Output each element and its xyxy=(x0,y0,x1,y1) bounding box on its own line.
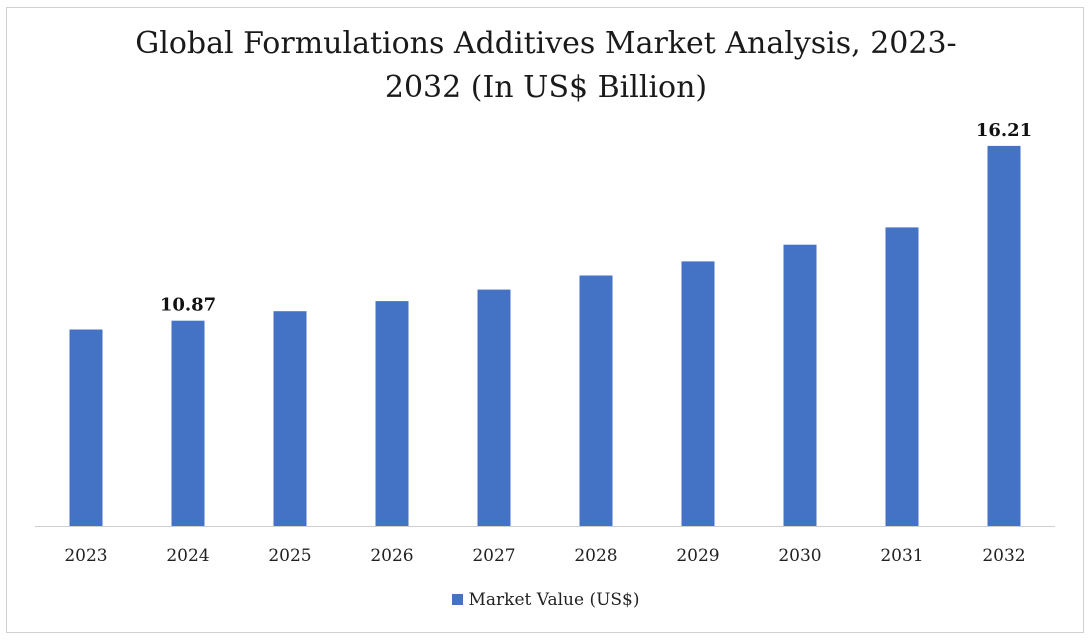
x-tick-label-2030: 2030 xyxy=(778,546,821,566)
data-label-2024: 10.87 xyxy=(160,295,216,316)
bar-2026 xyxy=(375,301,409,526)
bar-2030 xyxy=(783,244,817,526)
x-tick-label-2026: 2026 xyxy=(370,546,413,566)
bar-2025 xyxy=(273,311,307,526)
x-tick-label-2027: 2027 xyxy=(472,546,515,566)
bar-2031 xyxy=(885,227,919,526)
bar-group xyxy=(69,145,1021,526)
x-tick-label-2029: 2029 xyxy=(676,546,719,566)
legend-swatch xyxy=(452,594,464,605)
x-tick-label-2023: 2023 xyxy=(64,546,107,566)
bar-2023 xyxy=(69,329,103,526)
bar-2027 xyxy=(477,289,511,526)
bar-2029 xyxy=(681,261,715,526)
data-label-2032: 16.21 xyxy=(976,120,1032,141)
x-axis-ticks: 2023 2024 2025 2026 2027 2028 2029 2030 2031 2032 xyxy=(64,546,1025,566)
chart-title: Global Formulations Additives Market Ana… xyxy=(0,22,1092,110)
x-tick-label-2031: 2031 xyxy=(880,546,923,566)
legend-label: Market Value (US$) xyxy=(468,590,640,610)
chart-title-line-2: 2032 (In US$ Billion) xyxy=(384,70,708,105)
x-tick-label-2025: 2025 xyxy=(268,546,311,566)
bar-2028 xyxy=(579,275,613,526)
bar-2032 xyxy=(987,145,1021,526)
bar-2024 xyxy=(171,320,205,526)
chart-title-line-1: Global Formulations Additives Market Ana… xyxy=(135,26,957,61)
x-tick-label-2032: 2032 xyxy=(982,546,1025,566)
data-labels: 10.87 16.21 xyxy=(160,120,1032,316)
legend: Market Value (US$) xyxy=(0,590,1092,610)
x-tick-label-2024: 2024 xyxy=(166,546,209,566)
x-tick-label-2028: 2028 xyxy=(574,546,617,566)
